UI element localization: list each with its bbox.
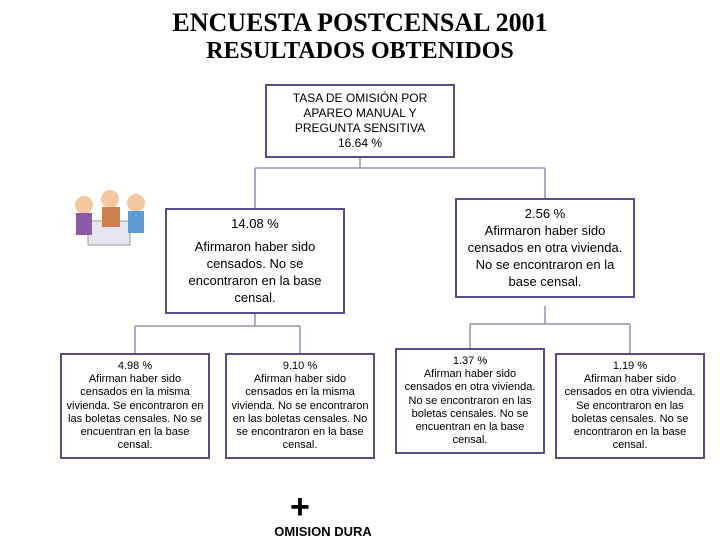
leaf-pct: 1.37 % [401,355,539,368]
root-line: 16.64 % [273,136,447,151]
leaf-box-3: 1.37 % Afirman haber sido censados en ot… [395,348,545,454]
root-line: APAREO MANUAL Y [273,106,447,121]
mid-text: Afirmaron haber sido censados en otra vi… [463,223,627,291]
leaf-text: Afirman haber sido censados en otra vivi… [401,368,539,447]
leaf-text: Afirman haber sido censados en la misma … [66,373,204,452]
clipart-people [70,183,150,253]
leaf-pct: 1.19 % [561,360,699,373]
omision-dura-label: OMISION DURA [258,524,388,539]
leaf-box-1: 4.98 % Afirman haber sido censados en la… [60,353,210,459]
leaf-pct: 4.98 % [66,360,204,373]
root-line: TASA DE OMISIÓN POR [273,91,447,106]
subtitle: RESULTADOS OBTENIDOS [0,38,720,65]
mid-text: Afirmaron haber sido censados. No se enc… [173,239,337,307]
root-line: PREGUNTA SENSITIVA [273,121,447,136]
leaf-text: Afirman haber sido censados en la misma … [231,373,369,452]
leaf-pct: 9.10 % [231,360,369,373]
leaf-box-4: 1.19 % Afirman haber sido censados en ot… [555,353,705,459]
mid-box-left: 14.08 % Afirmaron haber sido censados. N… [165,208,345,314]
mid-pct: 14.08 % [173,216,337,233]
leaf-text: Afirman haber sido censados en otra vivi… [561,373,699,452]
main-title: ENCUESTA POSTCENSAL 2001 [0,8,720,38]
root-box: TASA DE OMISIÓN POR APAREO MANUAL Y PREG… [265,84,455,158]
leaf-box-2: 9.10 % Afirman haber sido censados en la… [225,353,375,459]
plus-icon: + [290,488,310,527]
mid-box-right: 2.56 % Afirmaron haber sido censados en … [455,198,635,298]
mid-pct: 2.56 % [463,206,627,223]
